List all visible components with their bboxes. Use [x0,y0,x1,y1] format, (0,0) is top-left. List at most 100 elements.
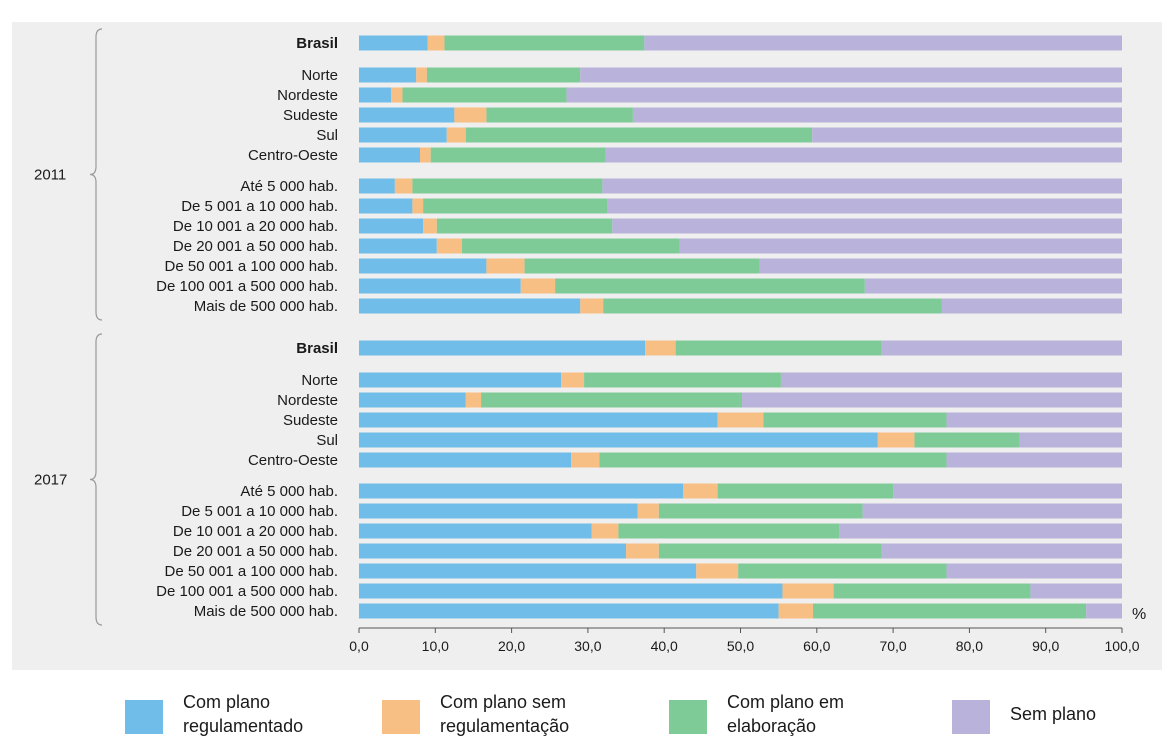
stacked-bar-chart: 2011 Brasil Norte Nordeste Sudeste Sul Centro-… [34,28,1146,654]
bar-2017-centro-oeste-com-plano-regulamentado [359,452,572,468]
bar-2011-de-5-001-a-10-000-hab-com-plano-regulamentado [359,198,413,214]
bar-2017-brasil-com-plano-regulamentado [359,340,646,356]
category-label-2011-sul: Sul [316,127,338,144]
bar-2017-de-10-001-a-20-000-hab-com-plano-em-elaboracao [618,523,840,539]
bar-2011-nordeste-com-plano-em-elaboracao [402,87,567,103]
bar-2017-de-10-001-a-20-000-hab-sem-plano [839,523,1122,539]
bar-2017-sul-sem-plano [1018,432,1122,448]
bar-2011-brasil-sem-plano [644,35,1122,51]
bar-2017-de-5-001-a-10-000-hab-com-plano-em-elaboracao [658,503,863,519]
bar-2017-de-50-001-a-100-000-hab-com-plano-sem-regulamentacao [696,563,739,579]
bar-2017-mais-de-500-000-hab-sem-plano [1086,603,1122,619]
bar-2011-de-10-001-a-20-000-hab-com-plano-regulamentado [359,218,424,234]
x-tick-label: 50,0 [727,638,754,654]
bar-2011-brasil-com-plano-em-elaboracao [444,35,645,51]
category-label-2017-ate-5-000-hab: Até 5 000 hab. [240,483,338,500]
bar-2017-de-100-001-a-500-000-hab-com-plano-regulamentado [359,583,783,599]
bar-2017-norte-sem-plano [780,372,1122,388]
bar-2011-de-100-001-a-500-000-hab-com-plano-em-elaboracao [555,278,865,294]
bar-2011-de-100-001-a-500-000-hab-com-plano-regulamentado [359,278,521,294]
bar-2011-norte-com-plano-sem-regulamentacao [416,67,427,83]
category-label-2011-de-100-001-a-500-000-hab: De 100 001 a 500 000 hab. [156,278,338,295]
category-label-2011-centro-oeste: Centro-Oeste [248,147,338,164]
category-label-2017-centro-oeste: Centro-Oeste [248,452,338,469]
bar-2017-de-10-001-a-20-000-hab-com-plano-regulamentado [359,523,592,539]
bar-2011-centro-oeste-com-plano-regulamentado [359,147,421,163]
bar-2011-centro-oeste-com-plano-sem-regulamentacao [420,147,431,163]
bar-2011-nordeste-com-plano-regulamentado [359,87,392,103]
x-tick-label: 70,0 [879,638,906,654]
category-label-2011-de-5-001-a-10-000-hab: De 5 001 a 10 000 hab. [181,198,338,215]
bar-2011-de-5-001-a-10-000-hab-com-plano-em-elaboracao [423,198,608,214]
category-label-2011-de-50-001-a-100-000-hab: De 50 001 a 100 000 hab. [165,258,338,275]
chart-panel: 2011 Brasil Norte Nordeste Sudeste Sul Centro-… [12,22,1162,670]
bar-2011-de-5-001-a-10-000-hab-sem-plano [607,198,1122,214]
category-label-2017-de-50-001-a-100-000-hab: De 50 001 a 100 000 hab. [165,563,338,580]
bar-2011-de-50-001-a-100-000-hab-sem-plano [759,258,1122,274]
category-label-2011-mais-de-500-000-hab: Mais de 500 000 hab. [194,298,338,315]
bar-2011-de-20-001-a-50-000-hab-sem-plano [679,238,1122,254]
legend-swatch [382,700,420,734]
bar-2011-de-100-001-a-500-000-hab-sem-plano [864,278,1122,294]
bar-2011-norte-com-plano-regulamentado [359,67,417,83]
category-label-2011-norte: Norte [301,67,338,84]
bar-2011-de-10-001-a-20-000-hab-sem-plano [612,218,1122,234]
bar-2011-de-50-001-a-100-000-hab-com-plano-sem-regulamentacao [486,258,525,274]
bar-2017-sul-com-plano-regulamentado [359,432,878,448]
x-tick-label: 40,0 [651,638,678,654]
bar-2011-brasil-com-plano-regulamentado [359,35,428,51]
category-label-2011-de-10-001-a-20-000-hab: De 10 001 a 20 000 hab. [173,218,338,235]
x-tick-label: 80,0 [956,638,983,654]
chart-legend: Com plano regulamentado Com plano sem reg… [0,682,1168,748]
bar-2017-norte-com-plano-regulamentado [359,372,562,388]
bar-2017-de-100-001-a-500-000-hab-sem-plano [1030,583,1122,599]
category-label-2011-nordeste: Nordeste [277,87,338,104]
bar-2011-sul-com-plano-regulamentado [359,127,447,143]
bar-2017-centro-oeste-sem-plano [946,452,1122,468]
bar-2017-de-20-001-a-50-000-hab-com-plano-sem-regulamentacao [626,543,659,559]
category-label-2017-sul: Sul [316,432,338,449]
bar-2017-ate-5-000-hab-com-plano-regulamentado [359,483,684,499]
bar-2011-norte-sem-plano [580,67,1122,83]
bar-2011-de-20-001-a-50-000-hab-com-plano-em-elaboracao [462,238,680,254]
category-label-2017-nordeste: Nordeste [277,392,338,409]
bar-2017-de-10-001-a-20-000-hab-com-plano-sem-regulamentacao [591,523,619,539]
bar-2017-sudeste-sem-plano [946,412,1122,428]
x-tick-label: 100,0 [1104,638,1139,654]
legend-label: Com plano sem regulamentação [440,692,570,736]
bar-2017-ate-5-000-hab-sem-plano [893,483,1122,499]
bar-2011-ate-5-000-hab-com-plano-regulamentado [359,178,395,194]
bar-2017-brasil-sem-plano [881,340,1122,356]
category-label-2017-mais-de-500-000-hab: Mais de 500 000 hab. [194,603,338,620]
bar-2017-de-100-001-a-500-000-hab-com-plano-em-elaboracao [833,583,1031,599]
bar-2011-sul-com-plano-em-elaboracao [465,127,813,143]
bar-2017-brasil-com-plano-em-elaboracao [675,340,882,356]
bar-2011-de-10-001-a-20-000-hab-com-plano-em-elaboracao [436,218,613,234]
bar-2017-nordeste-com-plano-em-elaboracao [481,392,743,408]
x-tick-label: 30,0 [574,638,601,654]
bar-2017-sudeste-com-plano-sem-regulamentacao [717,412,764,428]
bar-2017-mais-de-500-000-hab-com-plano-regulamentado [359,603,779,619]
bar-2011-ate-5-000-hab-com-plano-em-elaboracao [412,178,603,194]
legend-swatch [125,700,163,734]
bar-2017-nordeste-com-plano-sem-regulamentacao [465,392,482,408]
bar-2011-sudeste-com-plano-regulamentado [359,107,455,123]
category-label-2017-sudeste: Sudeste [283,412,338,429]
bar-2017-centro-oeste-com-plano-sem-regulamentacao [571,452,600,468]
bar-2011-ate-5-000-hab-com-plano-sem-regulamentacao [394,178,413,194]
bar-2011-de-5-001-a-10-000-hab-com-plano-sem-regulamentacao [412,198,424,214]
bar-2017-nordeste-sem-plano [742,392,1122,408]
group-brace-2017 [89,333,103,626]
bar-2017-nordeste-com-plano-regulamentado [359,392,466,408]
category-label-2011-de-20-001-a-50-000-hab: De 20 001 a 50 000 hab. [173,238,338,255]
bar-2011-centro-oeste-com-plano-em-elaboracao [430,147,606,163]
bar-2011-sudeste-com-plano-sem-regulamentacao [454,107,487,123]
bar-2017-de-20-001-a-50-000-hab-com-plano-em-elaboracao [658,543,882,559]
bar-2011-de-20-001-a-50-000-hab-com-plano-regulamentado [359,238,437,254]
bar-2011-mais-de-500-000-hab-com-plano-regulamentado [359,298,581,314]
bar-2011-sul-sem-plano [812,127,1122,143]
bar-2017-de-50-001-a-100-000-hab-sem-plano [946,563,1122,579]
bar-2017-mais-de-500-000-hab-com-plano-em-elaboracao [812,603,1087,619]
legend-swatch [669,700,707,734]
x-tick-label: 0,0 [349,638,369,654]
